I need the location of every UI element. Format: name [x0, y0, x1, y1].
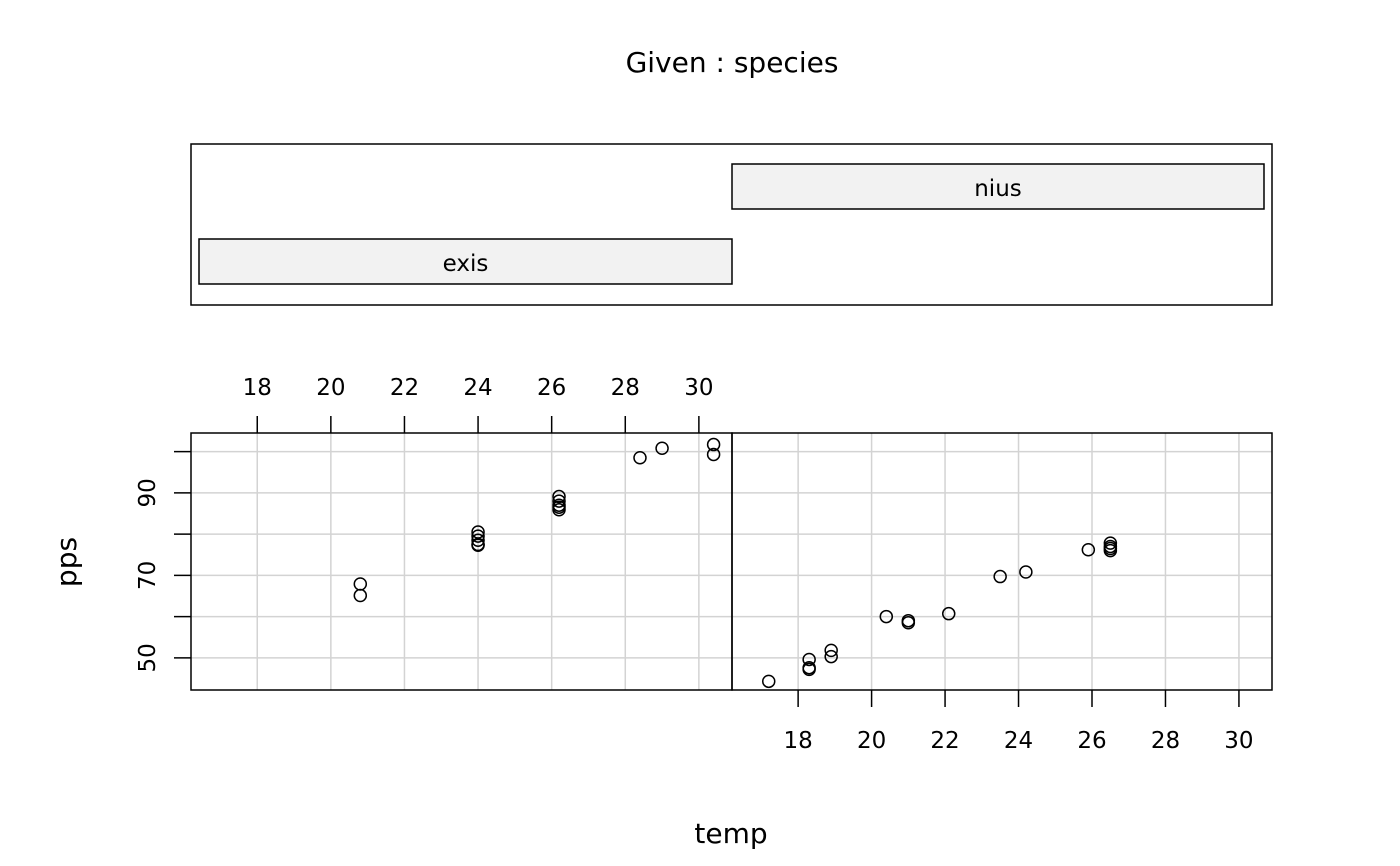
point-exis-6 — [471, 538, 485, 552]
point-nius-16 — [1103, 543, 1118, 558]
point-exis-11 — [552, 502, 566, 517]
point-nius-13 — [1103, 536, 1118, 550]
point-nius-0 — [761, 674, 776, 689]
y-tick-label-50: 50 — [135, 643, 161, 672]
strip-exis — [198, 238, 733, 285]
x-tick-label-bottom-30: 30 — [1224, 728, 1253, 754]
point-exis-1 — [353, 588, 368, 603]
point-exis-8 — [552, 494, 566, 508]
point-exis-15 — [706, 447, 721, 462]
point-exis-12 — [633, 451, 647, 465]
point-exis-3 — [471, 529, 485, 543]
point-exis-4 — [471, 533, 485, 548]
y-axis-label: pps — [50, 537, 83, 587]
x-tick-label-bottom-26: 26 — [1077, 728, 1106, 754]
y-tick-label-70: 70 — [135, 561, 161, 590]
x-tick-label-top-20: 20 — [316, 375, 345, 401]
point-nius-9 — [941, 606, 956, 621]
point-nius-6 — [879, 609, 894, 624]
point-nius-8 — [901, 613, 916, 628]
x-tick-label-top-18: 18 — [243, 375, 272, 401]
point-nius-11 — [1019, 565, 1033, 579]
x-tick-label-bottom-18: 18 — [783, 728, 812, 754]
given-panel-frame — [190, 143, 1273, 306]
x-axis-label: temp — [694, 817, 767, 850]
point-nius-3 — [802, 652, 816, 667]
x-tick-label-top-26: 26 — [537, 375, 566, 401]
x-tick-label-top-24: 24 — [463, 375, 492, 401]
x-tick-label-top-28: 28 — [611, 375, 640, 401]
panel-frame-nius — [731, 432, 1273, 691]
chart-title: Given : species — [626, 46, 839, 79]
x-tick-label-top-30: 30 — [684, 375, 713, 401]
point-nius-10 — [993, 569, 1007, 584]
point-nius-4 — [824, 649, 838, 664]
x-tick-label-top-22: 22 — [390, 375, 419, 401]
strip-label-nius: nius — [974, 176, 1022, 202]
axes-layer: 18 20 22 24 26 28 30 18 20 22 24 26 28 30 50 70 90 — [135, 375, 1254, 754]
point-exis-7 — [552, 489, 566, 504]
point-nius-5 — [824, 643, 838, 658]
panel-frames — [190, 432, 1273, 691]
point-exis-14 — [706, 437, 721, 452]
panel-frame-exis — [190, 432, 733, 691]
y-tick-label-90: 90 — [135, 478, 161, 507]
point-exis-0 — [353, 577, 368, 591]
x-tick-label-bottom-22: 22 — [930, 728, 959, 754]
x-tick-label-bottom-24: 24 — [1004, 728, 1033, 754]
points-layer — [353, 437, 1118, 689]
x-tick-label-bottom-20: 20 — [857, 728, 886, 754]
point-exis-13 — [655, 441, 669, 456]
strip-label-exis: exis — [443, 251, 489, 277]
given-panel: exis nius — [190, 143, 1273, 306]
point-nius-2 — [802, 660, 816, 675]
point-nius-12 — [1081, 542, 1096, 557]
strip-nius — [731, 163, 1265, 210]
x-tick-label-bottom-28: 28 — [1151, 728, 1180, 754]
